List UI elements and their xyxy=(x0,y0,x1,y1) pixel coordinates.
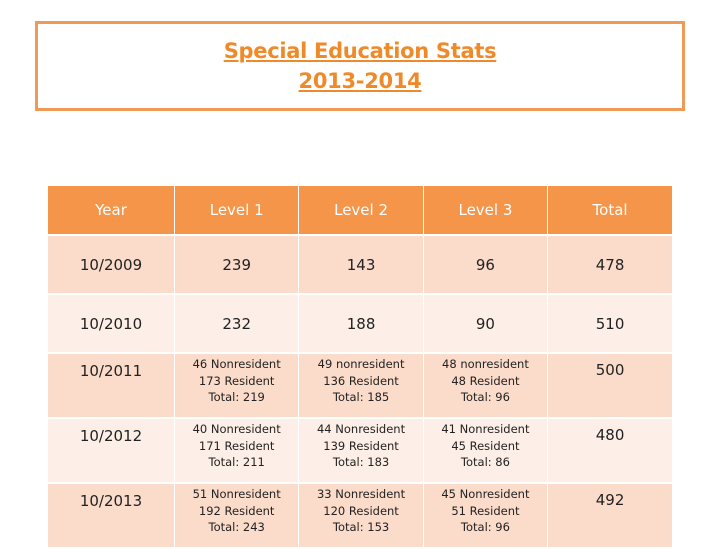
cell-total: 500 xyxy=(547,353,672,419)
header-year: Year xyxy=(48,186,175,236)
level-total: Total: 219 xyxy=(208,390,265,404)
cell-level-2: 188 xyxy=(298,294,424,354)
resident-count: 139 Resident xyxy=(323,438,399,453)
table-row: 10/2010 232 188 90 510 xyxy=(48,294,672,354)
table-header-row: Year Level 1 Level 2 Level 3 Total xyxy=(48,186,672,236)
cell-year: 10/2010 xyxy=(48,294,175,354)
stats-table: Year Level 1 Level 2 Level 3 Total 10/20… xyxy=(48,186,672,549)
resident-count: 48 Resident xyxy=(451,373,520,388)
header-level-3: Level 3 xyxy=(423,186,549,236)
cell-level-3: 90 xyxy=(423,294,549,354)
cell-level-1: 40 Nonresident 171 Resident Total: 211 xyxy=(174,418,300,484)
resident-count: 45 Resident xyxy=(451,438,520,453)
cell-total: 510 xyxy=(547,294,672,354)
cell-level-3: 96 xyxy=(423,235,549,295)
resident-count: 173 Resident xyxy=(198,373,275,388)
cell-level-3: 41 Nonresident 45 Resident Total: 86 xyxy=(423,418,549,484)
level-total: Total: 96 xyxy=(460,520,510,534)
cell-level-1: 239 xyxy=(174,235,300,295)
header-level-1: Level 1 xyxy=(174,186,300,236)
cell-level-2: 143 xyxy=(298,235,424,295)
nonresident-count: 44 Nonresident xyxy=(316,422,406,436)
resident-count: 51 Resident xyxy=(451,503,520,518)
title-box: Special Education Stats 2013-2014 xyxy=(35,21,685,111)
nonresident-count: 41 Nonresident xyxy=(441,422,530,436)
cell-total: 480 xyxy=(547,418,672,484)
level-total: Total: 211 xyxy=(208,455,265,469)
nonresident-count: 40 Nonresident xyxy=(192,422,281,436)
cell-year: 10/2013 xyxy=(48,483,175,549)
cell-level-3: 45 Nonresident 51 Resident Total: 96 xyxy=(423,483,549,549)
level-total: Total: 96 xyxy=(460,390,510,404)
cell-level-2: 33 Nonresident 120 Resident Total: 153 xyxy=(298,483,424,549)
resident-count: 171 Resident xyxy=(198,438,275,453)
cell-level-1: 46 Nonresident 173 Resident Total: 219 xyxy=(174,353,300,419)
resident-count: 120 Resident xyxy=(323,503,399,518)
cell-level-1: 51 Nonresident 192 Resident Total: 243 xyxy=(174,483,300,549)
nonresident-count: 33 Nonresident xyxy=(316,487,406,501)
cell-level-2: 44 Nonresident 139 Resident Total: 183 xyxy=(298,418,424,484)
level-total: Total: 243 xyxy=(208,520,265,534)
resident-count: 136 Resident xyxy=(323,373,399,388)
header-level-2: Level 2 xyxy=(298,186,424,236)
level-total: Total: 183 xyxy=(332,455,390,469)
slide-subtitle-year: 2013-2014 xyxy=(298,69,422,93)
cell-year: 10/2011 xyxy=(48,353,175,419)
nonresident-count: 51 Nonresident xyxy=(192,487,281,501)
level-total: Total: 185 xyxy=(332,390,390,404)
level-total: Total: 86 xyxy=(460,455,510,469)
resident-count: 192 Resident xyxy=(198,503,275,518)
cell-level-3: 48 nonresident 48 Resident Total: 96 xyxy=(423,353,549,419)
header-total: Total xyxy=(547,186,672,236)
cell-year: 10/2009 xyxy=(48,235,175,295)
table-row: 10/2009 239 143 96 478 xyxy=(48,235,672,295)
nonresident-count: 48 nonresident xyxy=(442,357,529,371)
cell-level-2: 49 nonresident 136 Resident Total: 185 xyxy=(298,353,424,419)
nonresident-count: 45 Nonresident xyxy=(441,487,530,501)
cell-total: 478 xyxy=(547,235,672,295)
table-row: 10/2012 40 Nonresident 171 Resident Tota… xyxy=(48,418,672,484)
cell-level-1: 232 xyxy=(174,294,300,354)
cell-total: 492 xyxy=(547,483,672,549)
table-row: 10/2013 51 Nonresident 192 Resident Tota… xyxy=(48,483,672,549)
slide-title: Special Education Stats xyxy=(223,39,497,63)
nonresident-count: 46 Nonresident xyxy=(192,357,281,371)
nonresident-count: 49 nonresident xyxy=(317,357,405,371)
table-row: 10/2011 46 Nonresident 173 Resident Tota… xyxy=(48,353,672,419)
level-total: Total: 153 xyxy=(332,520,390,534)
cell-year: 10/2012 xyxy=(48,418,175,484)
